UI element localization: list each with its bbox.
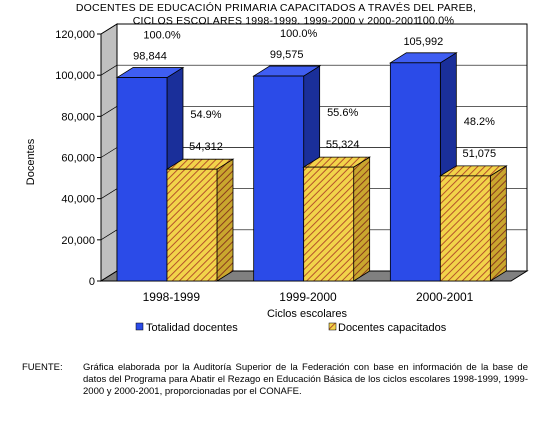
bar-side bbox=[353, 156, 371, 282]
gridline-side bbox=[100, 270, 118, 282]
value-label: 51,075 bbox=[463, 148, 497, 160]
legend-swatch-capacitados bbox=[328, 322, 337, 331]
pct-label: 48.2% bbox=[464, 116, 495, 128]
pct-label: 55.6% bbox=[327, 107, 358, 119]
bar-front bbox=[303, 166, 355, 282]
bar-side bbox=[489, 165, 507, 282]
value-label: 105,992 bbox=[403, 36, 443, 48]
y-tick-label: 100,000 bbox=[55, 70, 95, 82]
bar-capacitados-1998-1999 bbox=[165, 158, 235, 282]
axes: Docentes Ciclos escolares 0 20,000 40,000 6… bbox=[25, 29, 474, 320]
bar-front bbox=[389, 62, 441, 282]
legend-label-capacitados: Docentes capacitados bbox=[338, 322, 447, 334]
bar-capacitados-2000-2001 bbox=[438, 165, 508, 282]
x-tick-label: 1998-1999 bbox=[143, 290, 201, 304]
x-tick-label: 1999-2000 bbox=[279, 290, 337, 304]
bar-chart: 98,844 100.0% 54,312 54.9% 99,575 100.0% 55,32… bbox=[25, 15, 529, 334]
bar-front bbox=[166, 168, 218, 282]
gridline-side bbox=[100, 147, 118, 158]
legend: Totalidad docentes Docentes capacitados bbox=[135, 322, 447, 334]
y-tick-label: 60,000 bbox=[61, 153, 95, 165]
bar-front bbox=[253, 75, 305, 282]
x-axis-label: Ciclos escolares bbox=[267, 308, 348, 320]
pct-label: 54.9% bbox=[190, 109, 221, 121]
x-tick-label: 2000-2001 bbox=[416, 290, 474, 304]
value-label: 98,844 bbox=[133, 51, 167, 63]
bar-totalidad-2000-2001 bbox=[388, 52, 458, 282]
y-tick-label: 20,000 bbox=[61, 235, 95, 247]
pct-label: 100.0% bbox=[280, 28, 318, 40]
legend-label-totalidad: Totalidad docentes bbox=[146, 322, 238, 334]
chart-title-line-1: DOCENTES DE EDUCACIÓN PRIMARIA CAPACITAD… bbox=[75, 2, 477, 14]
gridline-side bbox=[100, 23, 118, 35]
bar-side bbox=[216, 158, 234, 282]
bar-capacitados-1999-2000 bbox=[302, 156, 372, 282]
y-tick-label: 40,000 bbox=[61, 194, 95, 206]
source-label: FUENTE: bbox=[22, 362, 63, 373]
y-tick-label: 80,000 bbox=[61, 111, 95, 123]
bars bbox=[115, 52, 508, 282]
gridline-side bbox=[100, 64, 118, 76]
value-label: 54,312 bbox=[189, 141, 223, 153]
source-text: Gráfica elaborada por la Auditoría Super… bbox=[83, 362, 528, 397]
gridline-side bbox=[100, 188, 118, 199]
data-labels: 98,844 100.0% 54,312 54.9% 99,575 100.0% 55,32… bbox=[133, 15, 496, 160]
bar-front bbox=[439, 175, 491, 282]
value-label: 99,575 bbox=[270, 49, 304, 61]
y-axis-label: Docentes bbox=[25, 138, 37, 185]
value-label: 55,324 bbox=[326, 139, 360, 151]
pct-label: 100.0% bbox=[417, 15, 455, 27]
gridline-side bbox=[100, 229, 118, 241]
pct-label: 100.0% bbox=[143, 30, 181, 42]
y-tick-label: 0 bbox=[89, 276, 95, 288]
bar-front bbox=[116, 77, 168, 282]
legend-swatch-totalidad bbox=[135, 322, 144, 331]
gridline-side bbox=[100, 106, 118, 117]
y-tick-label: 120,000 bbox=[55, 29, 95, 41]
